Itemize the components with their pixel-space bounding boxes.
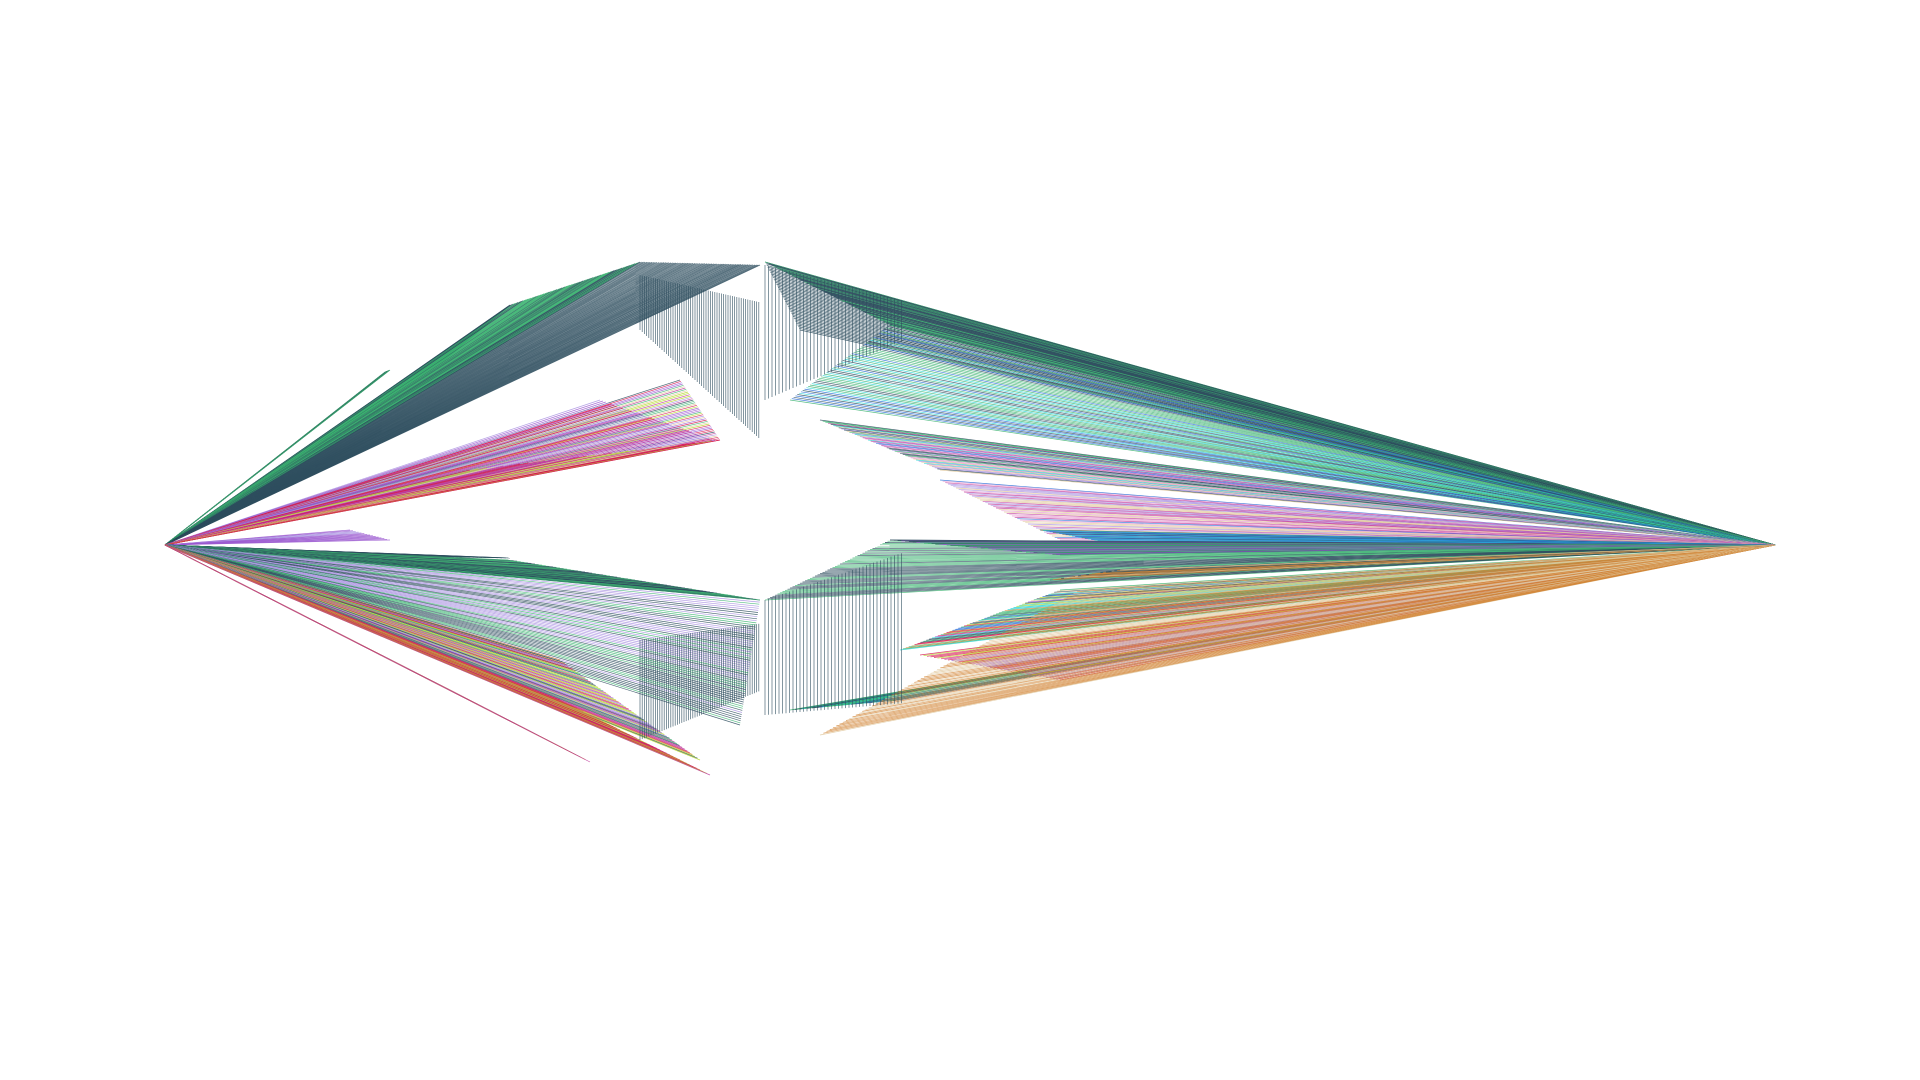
fan-line bbox=[164, 544, 752, 653]
fan-line bbox=[164, 544, 744, 703]
fan-line bbox=[164, 544, 711, 776]
fan-line bbox=[164, 264, 761, 546]
lower-left-fan bbox=[164, 544, 761, 776]
fan-line bbox=[164, 544, 755, 634]
fan-line bbox=[164, 544, 761, 601]
fan-line bbox=[164, 544, 751, 663]
upper-left-fan bbox=[164, 261, 761, 546]
fan-line bbox=[1119, 544, 1776, 571]
fan-line bbox=[164, 544, 745, 701]
upper-right-fan bbox=[764, 261, 1776, 546]
fan-line bbox=[164, 544, 591, 763]
fan-line bbox=[164, 544, 750, 665]
fan-line bbox=[164, 544, 753, 647]
fan-line bbox=[164, 544, 757, 624]
fan-line bbox=[164, 544, 755, 636]
fan-line bbox=[164, 544, 759, 613]
fan-line bbox=[164, 544, 759, 609]
fan-line bbox=[164, 544, 756, 630]
fan-line bbox=[1059, 544, 1776, 556]
fan-line bbox=[164, 544, 747, 686]
fan-line bbox=[164, 544, 748, 680]
fan-line bbox=[164, 544, 750, 668]
fan-line bbox=[164, 544, 757, 622]
fan-line bbox=[164, 544, 759, 611]
fan-line bbox=[164, 544, 745, 699]
fan-line bbox=[164, 439, 721, 546]
fan-line bbox=[164, 544, 745, 697]
fan-line bbox=[164, 544, 760, 603]
fan-line bbox=[164, 544, 743, 711]
fan-line bbox=[1079, 544, 1776, 591]
fan-line bbox=[164, 544, 749, 672]
fan-line bbox=[164, 544, 758, 615]
fan-line bbox=[164, 544, 754, 640]
fan-line bbox=[164, 544, 748, 678]
fan-line bbox=[164, 544, 753, 651]
fan-line bbox=[164, 544, 751, 661]
fan-line bbox=[164, 544, 756, 628]
fan-line bbox=[164, 544, 747, 688]
fan-line bbox=[164, 544, 753, 649]
lower-right-fan bbox=[764, 539, 1776, 736]
fan-line bbox=[164, 544, 757, 626]
fan-line bbox=[164, 539, 391, 546]
fan-line bbox=[164, 544, 760, 605]
fan-line bbox=[164, 544, 755, 638]
fan-line bbox=[164, 544, 747, 684]
fan-line bbox=[164, 544, 758, 618]
fan-line bbox=[164, 369, 391, 546]
fan-line bbox=[939, 469, 1776, 546]
fan-line bbox=[164, 544, 754, 643]
fan-line bbox=[164, 544, 752, 655]
fan-line bbox=[889, 324, 1776, 546]
